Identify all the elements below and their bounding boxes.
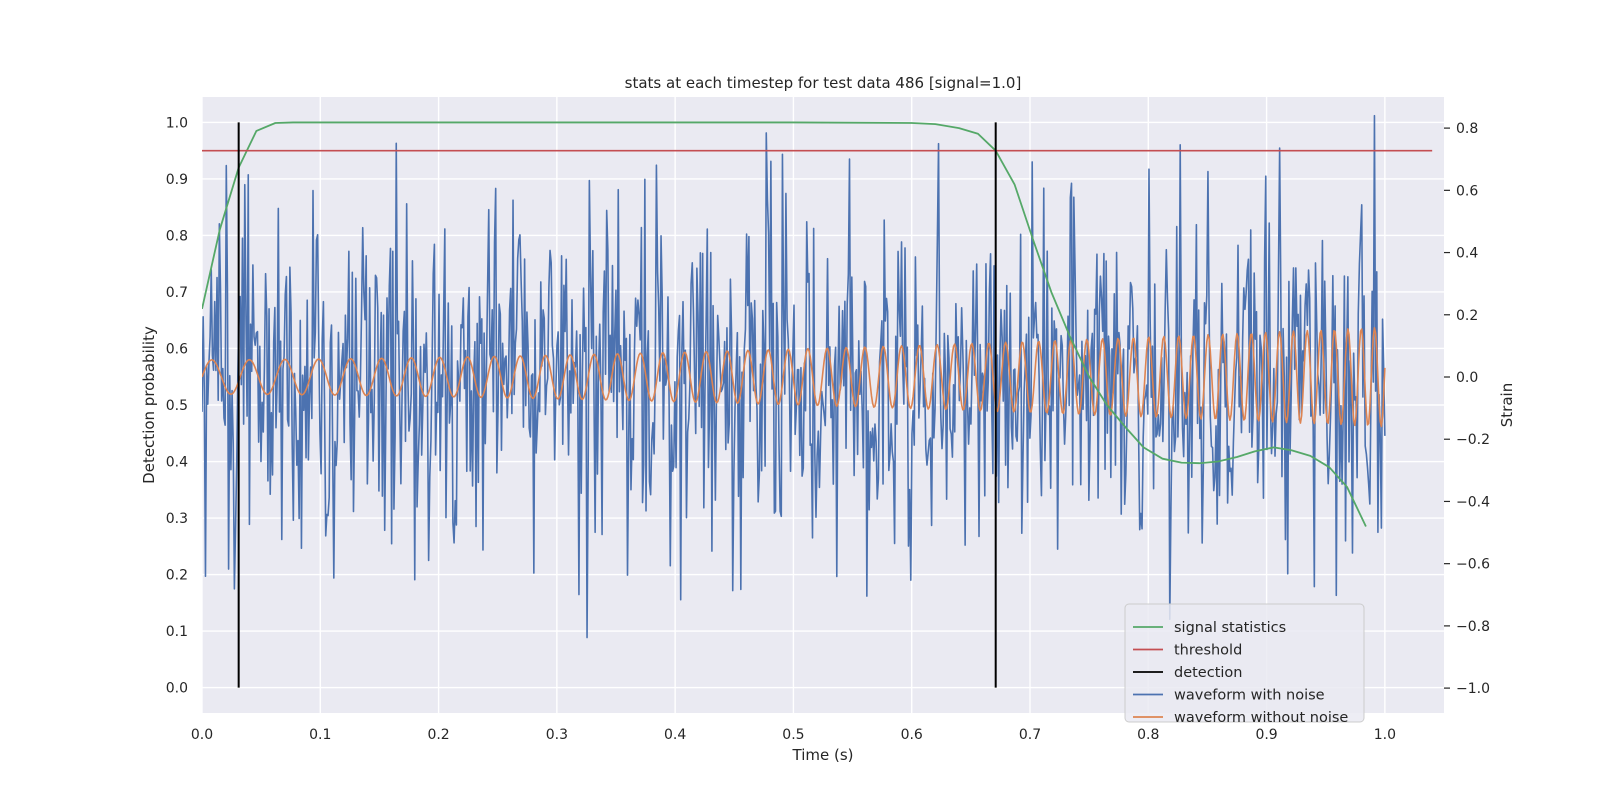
series-waveform-with-noise <box>202 114 1386 639</box>
y-left-axis-ticks: 0.0 0.1 0.2 0.3 0.4 0.5 0.6 0.7 0.8 0.9 1.0 <box>166 115 188 696</box>
x-tick-label: 0.3 <box>546 727 568 743</box>
y-left-tick-label: 0.9 <box>166 172 188 188</box>
y-left-tick-label: 0.8 <box>166 228 188 244</box>
y-left-tick-label: 0.5 <box>166 398 188 414</box>
y-left-tick-label: 0.2 <box>166 568 188 584</box>
legend-label: threshold <box>1174 643 1242 659</box>
x-tick-label: 0.6 <box>901 727 923 743</box>
y-right-tick-label: 0.4 <box>1456 246 1478 262</box>
x-tick-label: 0.4 <box>664 727 686 743</box>
y-right-tick-label: 0.0 <box>1456 370 1478 386</box>
y-right-tick-label: −0.8 <box>1456 619 1490 635</box>
y-right-tick-label: −0.6 <box>1456 557 1490 573</box>
y-left-tick-label: 0.1 <box>166 624 188 640</box>
y-right-axis-ticks: −1.0 −0.8 −0.6 −0.4 −0.2 0.0 0.2 0.4 0.6 0.8 <box>1444 121 1490 697</box>
series-waveform-without-noise <box>202 326 1386 428</box>
y-right-tick-label: 0.8 <box>1456 121 1478 137</box>
y-right-tick-label: −0.2 <box>1456 432 1490 448</box>
y-left-tick-label: 0.4 <box>166 455 188 471</box>
series-signal-statistics <box>202 121 1367 527</box>
y-left-tick-label: 0.3 <box>166 511 188 527</box>
y-right-tick-label: 0.2 <box>1456 308 1478 324</box>
x-tick-label: 0.7 <box>1019 727 1041 743</box>
x-tick-label: 0.2 <box>427 727 449 743</box>
x-tick-label: 0.0 <box>191 727 213 743</box>
legend-label: detection <box>1174 665 1242 681</box>
series-layer <box>202 114 1433 688</box>
x-tick-label: 1.0 <box>1374 727 1396 743</box>
x-axis-ticks: 0.0 0.1 0.2 0.3 0.4 0.5 0.6 0.7 0.8 0.9 1.0 <box>191 727 1396 743</box>
y-right-axis-label: Strain <box>1498 383 1516 427</box>
legend-frame <box>1124 603 1365 723</box>
legend-label: waveform with noise <box>1174 688 1325 704</box>
y-left-tick-label: 0.6 <box>166 341 188 357</box>
y-right-tick-label: −1.0 <box>1456 681 1490 697</box>
y-left-tick-label: 0.7 <box>166 285 188 301</box>
legend-label: waveform without noise <box>1174 710 1348 726</box>
x-tick-label: 0.1 <box>309 727 331 743</box>
y-right-tick-label: 0.6 <box>1456 183 1478 199</box>
chart-title: stats at each timestep for test data 486… <box>625 74 1022 92</box>
y-left-tick-label: 0.0 <box>166 681 188 697</box>
y-left-axis-label: Detection probability <box>140 326 158 484</box>
legend: signal statistics threshold detection wavef… <box>1124 603 1365 726</box>
y-right-tick-label: −0.4 <box>1456 494 1490 510</box>
x-axis-label: Time (s) <box>792 746 854 764</box>
legend-label: signal statistics <box>1174 620 1286 636</box>
y-left-tick-label: 1.0 <box>166 115 188 131</box>
x-tick-label: 0.5 <box>782 727 804 743</box>
x-tick-label: 0.9 <box>1255 727 1277 743</box>
x-tick-label: 0.8 <box>1137 727 1159 743</box>
